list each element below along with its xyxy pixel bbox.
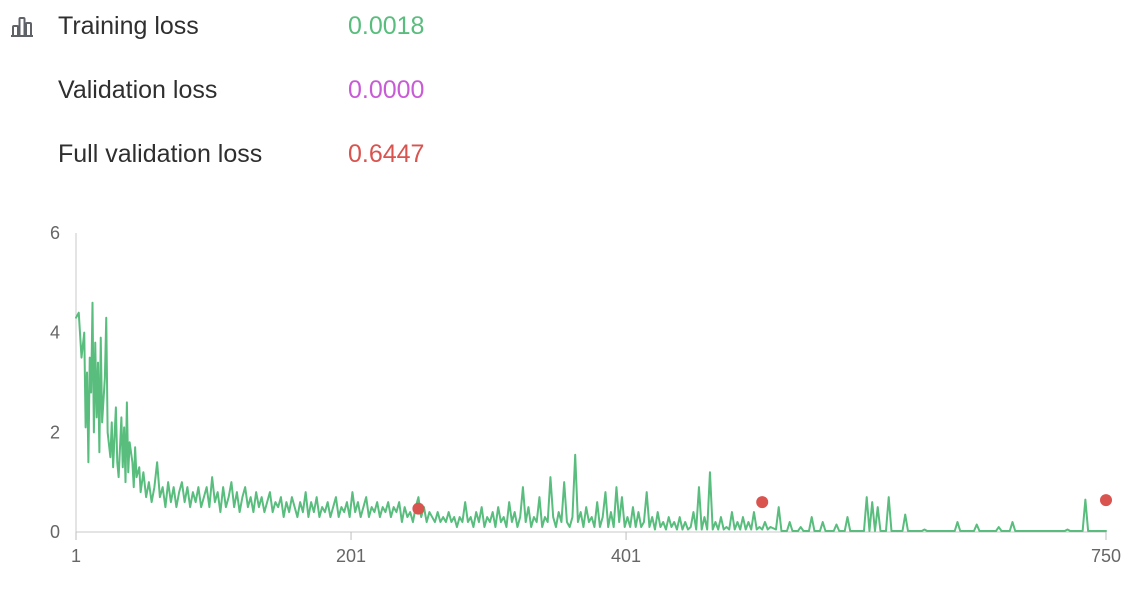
x-tick-label: 401 [611,546,641,566]
full-validation-loss-point [756,496,769,509]
training-loss-series-line [75,301,1107,532]
y-tick-label: 6 [50,223,60,243]
x-tick-label: 1 [71,546,81,566]
validation-loss-row: Validation loss 0.0000 [58,70,578,110]
validation-loss-label: Validation loss [58,75,218,104]
loss-metrics: Training loss 0.0018 Validation loss 0.0… [0,0,600,190]
full-validation-loss-point [412,502,425,515]
loss-chart-svg[interactable]: 0 2 4 6 1 201 401 750 [0,200,1138,608]
loss-chart[interactable]: 0 2 4 6 1 201 401 750 [0,200,1138,608]
y-tick-label: 2 [50,422,60,442]
validation-loss-value: 0.0000 [348,75,425,104]
y-tick-label: 0 [50,522,60,542]
full-validation-loss-point [1100,494,1112,507]
full-validation-loss-value: 0.6447 [348,139,425,168]
training-loss-value: 0.0018 [348,11,425,40]
full-validation-loss-label: Full validation loss [58,139,263,168]
bar-chart-icon [9,14,35,40]
training-loss-row: Training loss 0.0018 [58,6,578,46]
training-loss-label: Training loss [58,11,199,40]
x-tick-label: 201 [336,546,366,566]
y-tick-label: 4 [50,323,60,343]
full-validation-loss-row: Full validation loss 0.6447 [58,134,578,174]
x-tick-label: 750 [1091,546,1121,566]
